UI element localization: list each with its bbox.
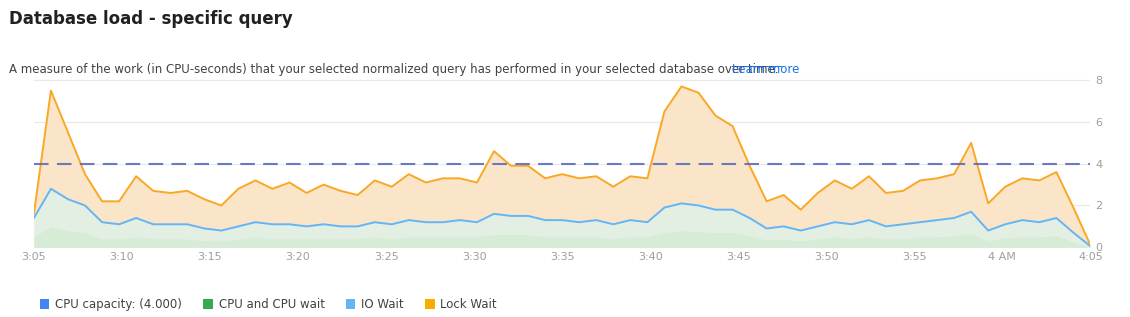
Text: Learn more: Learn more xyxy=(732,63,800,76)
Legend: CPU capacity: (4.000), CPU and CPU wait, IO Wait, Lock Wait: CPU capacity: (4.000), CPU and CPU wait,… xyxy=(40,298,497,311)
Text: Database load - specific query: Database load - specific query xyxy=(9,10,293,28)
Text: A measure of the work (in CPU-seconds) that your selected normalized query has p: A measure of the work (in CPU-seconds) t… xyxy=(9,63,782,76)
